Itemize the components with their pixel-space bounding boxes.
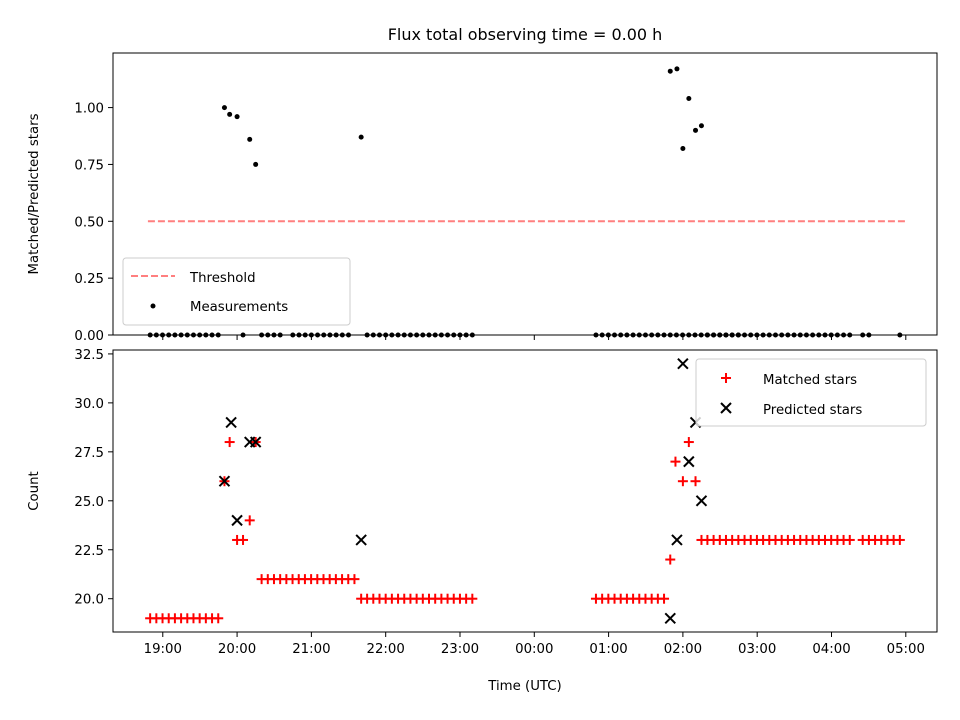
legend-threshold-label: Threshold	[189, 271, 256, 286]
matched-star-point	[349, 574, 360, 585]
x-tick-label: 21:00	[292, 642, 330, 657]
y-tick-label: 1.00	[74, 102, 104, 117]
top-axes-frame	[112, 52, 938, 336]
legend-frame	[695, 358, 927, 427]
predicted-star-point	[249, 436, 262, 448]
measurement-point	[667, 68, 673, 74]
predicted-star-point	[664, 612, 676, 624]
matched-star-point	[238, 534, 249, 545]
bottom-axes-frame	[112, 349, 938, 633]
x-tick-label: 00:00	[515, 642, 553, 657]
measurement-point	[674, 66, 680, 72]
measurement-point	[221, 105, 227, 111]
matched-star-point	[677, 476, 688, 487]
x-tick-label: 22:00	[367, 642, 405, 657]
measurement-point	[686, 95, 692, 101]
y-tick-label: 0.75	[74, 158, 104, 173]
matched-star-point	[665, 554, 676, 565]
measurement-point	[247, 136, 253, 142]
top-legend: Threshold Measurements	[122, 257, 351, 326]
x-tick-label: 23:00	[441, 642, 479, 657]
matched-star-point	[244, 515, 255, 526]
y-tick-label: 0.25	[74, 272, 104, 287]
predicted-star-point	[231, 514, 243, 527]
x-tick-label: 19:00	[144, 642, 182, 657]
y-tick-label: 30.0	[74, 397, 104, 412]
measurement-point	[680, 146, 686, 152]
x-tick-label: 05:00	[887, 642, 925, 657]
matched-star-point	[683, 437, 694, 448]
x-tick-label: 03:00	[738, 642, 776, 657]
legend-predicted-swatch	[720, 402, 732, 414]
matched-star-point	[213, 613, 224, 624]
legend-frame	[122, 257, 351, 326]
bottom-y-axis-label: Count	[27, 471, 42, 511]
chart-title: Flux total observing time = 0.00 h	[388, 25, 663, 44]
matched-star-point	[224, 437, 235, 448]
top-y-axis-label: Matched/Predicted stars	[27, 113, 42, 274]
predicted-star-point	[671, 534, 683, 546]
measurement-point	[227, 111, 233, 117]
x-tick-label: 20:00	[218, 642, 256, 657]
matched-star-point	[894, 534, 905, 545]
measurement-point	[693, 127, 699, 133]
legend-matched-swatch	[721, 373, 731, 383]
bottom-legend: Matched stars Predicted stars	[695, 358, 927, 427]
y-tick-label: 32.5	[74, 348, 104, 363]
matched-star-point	[467, 593, 478, 604]
legend-matched-label: Matched stars	[763, 373, 857, 388]
legend-measurements-label: Measurements	[190, 300, 288, 315]
y-tick-label: 27.5	[74, 446, 104, 461]
ratio-axes: 0.00 0.25 0.50 0.75 1.00 Threshold Measurement…	[74, 52, 938, 344]
measurement-point	[698, 123, 704, 129]
predicted-star-point	[695, 495, 708, 507]
y-tick-label: 0.50	[74, 215, 104, 230]
legend-measurements-swatch	[150, 303, 156, 309]
predicted-star-point	[218, 475, 231, 487]
y-tick-label: 22.5	[74, 544, 104, 559]
matched-star-point	[670, 456, 681, 467]
matched-star-point	[659, 593, 670, 604]
predicted-star-point	[683, 455, 695, 468]
x-tick-label: 02:00	[664, 642, 702, 657]
matched-star-point	[844, 534, 855, 545]
predicted-star-point	[225, 416, 237, 429]
y-tick-label: 20.0	[74, 593, 104, 608]
legend-predicted-label: Predicted stars	[763, 403, 862, 418]
y-tick-label: 25.0	[74, 495, 104, 510]
measurement-point	[358, 134, 364, 140]
predicted-star-point	[677, 358, 689, 370]
x-tick-label: 01:00	[589, 642, 627, 657]
y-tick-label: 0.00	[74, 329, 104, 344]
x-axis-label: Time (UTC)	[487, 679, 562, 694]
measurement-point	[234, 114, 240, 120]
measurement-point	[253, 161, 259, 167]
predicted-star-point	[355, 534, 367, 546]
matched-star-point	[690, 476, 701, 487]
count-axes: 20.0 22.5 25.0 27.5 30.0 32.5 19:00 20:00 21:00 2…	[74, 348, 938, 657]
x-tick-label: 04:00	[812, 642, 850, 657]
